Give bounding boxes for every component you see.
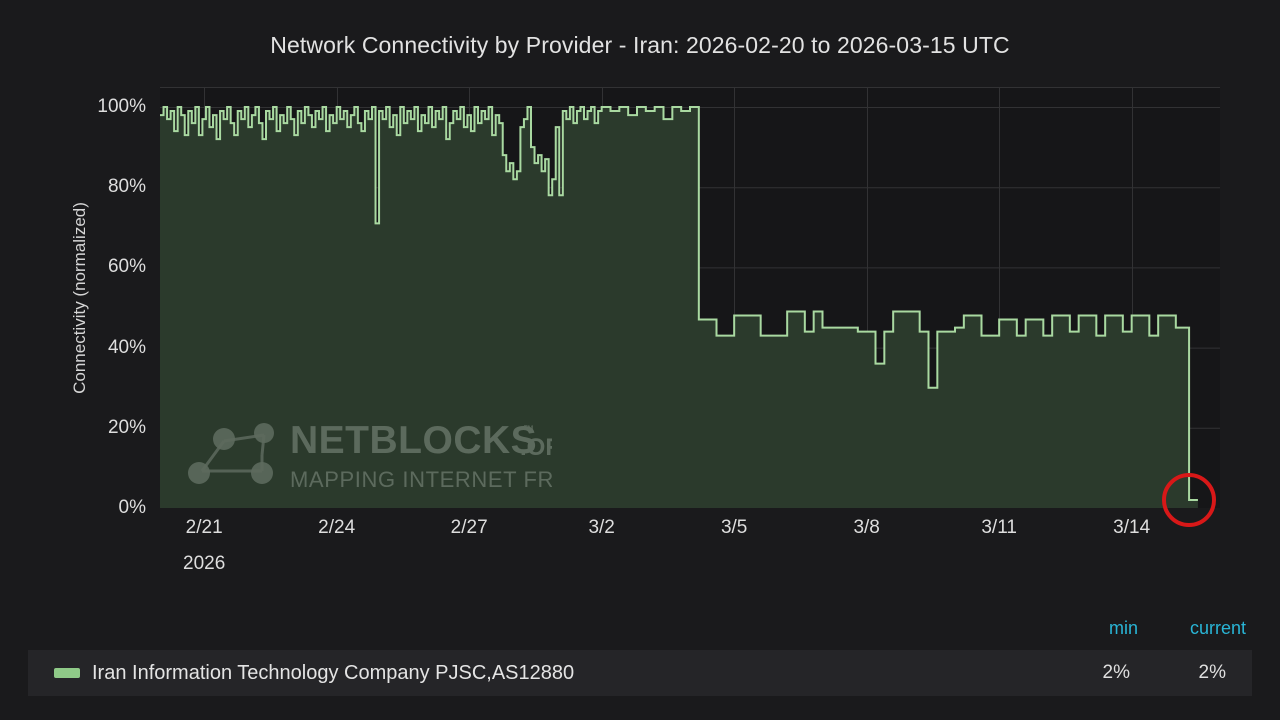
chart-title: Network Connectivity by Provider - Iran:… bbox=[270, 32, 1010, 58]
y-axis-tick-label: 0% bbox=[118, 497, 146, 518]
x-axis-tick-label: 3/2 bbox=[588, 517, 615, 538]
x-axis-year-label: 2026 bbox=[183, 553, 226, 574]
y-axis-tick-label: 20% bbox=[107, 416, 146, 438]
y-axis-tick-label: 100% bbox=[97, 96, 146, 118]
y-axis-tick-label: 40% bbox=[107, 336, 146, 358]
plot-wrapper: Connectivity (normalized) 0% 20% 40% 60% 80%… bbox=[70, 87, 1220, 574]
legend-header-min: min bbox=[1108, 618, 1138, 638]
legend-series-name: Iran Information Technology Company PJSC… bbox=[92, 661, 575, 684]
x-axis-tick-label: 2/27 bbox=[450, 517, 488, 538]
x-axis-tick-label: 3/14 bbox=[1113, 517, 1151, 538]
x-axis-tick-label: 3/5 bbox=[720, 517, 748, 538]
legend-current-value: 2% bbox=[1198, 662, 1226, 683]
series-line bbox=[160, 106, 1198, 501]
outage-annotation-circle bbox=[1162, 472, 1217, 527]
x-axis-tick-label: 2/24 bbox=[318, 517, 356, 538]
x-axis-tick-label: 3/8 bbox=[853, 517, 880, 538]
legend-header-current: current bbox=[1189, 618, 1246, 638]
x-axis-tick-label: 2/21 2026 bbox=[183, 517, 226, 574]
x-axis-tick-label: 3/11 bbox=[981, 517, 1017, 538]
legend-row[interactable]: Iran Information Technology Company PJSC… bbox=[28, 650, 1252, 696]
legend-min-value: 2% bbox=[1102, 662, 1130, 683]
y-axis-tick-label: 80% bbox=[107, 176, 146, 198]
legend-color-swatch bbox=[54, 668, 80, 678]
connectivity-plot bbox=[160, 87, 1220, 508]
series-area-fill bbox=[160, 107, 1198, 508]
y-axis-tick-label: 60% bbox=[107, 256, 146, 278]
